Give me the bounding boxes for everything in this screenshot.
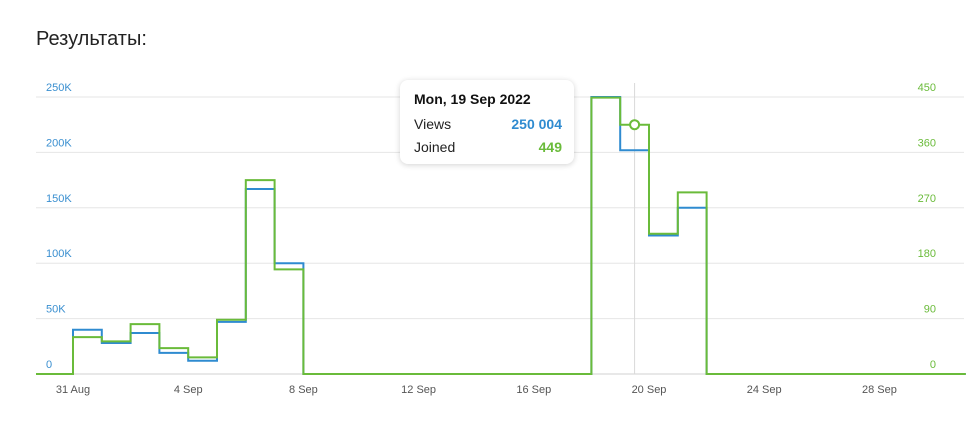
- y-left-tick-label: 200K: [46, 137, 72, 149]
- tooltip-views-label: Views: [414, 116, 452, 132]
- x-tick-label: 12 Sep: [401, 384, 436, 396]
- x-tick-label: 4 Sep: [174, 384, 203, 396]
- hover-point-joined: [629, 119, 641, 131]
- y-right-tick-label: 450: [918, 82, 936, 94]
- tooltip-row-joined: Joined 449: [414, 139, 562, 155]
- y-right-tick-label: 180: [918, 248, 936, 260]
- tooltip-date: Mon, 19 Sep 2022: [414, 91, 531, 107]
- x-tick-label: 31 Aug: [56, 384, 90, 396]
- left-axis-ticks: 0 50K 100K 150K 200K 250K: [46, 82, 72, 371]
- x-tick-label: 8 Sep: [289, 384, 318, 396]
- y-left-tick-label: 100K: [46, 248, 72, 260]
- right-axis-ticks: 0 90 180 270 360 450: [918, 82, 936, 371]
- tooltip-joined-label: Joined: [414, 139, 456, 155]
- joined-series-line: [36, 96, 966, 375]
- tooltip-views-value: 250 004: [511, 116, 562, 132]
- y-left-tick-label: 250K: [46, 82, 72, 94]
- tooltip-joined-value: 449: [538, 139, 562, 155]
- x-tick-label: 20 Sep: [632, 384, 667, 396]
- x-axis-ticks: 31 Aug 4 Sep 8 Sep 12 Sep 16 Sep 20 Sep 24 Sep…: [56, 384, 897, 396]
- tooltip-row-views: Views 250 004: [414, 116, 562, 132]
- chart-tooltip: Mon, 19 Sep 2022 Views 250 004 Joined 44…: [400, 80, 574, 164]
- y-left-tick-label: 0: [46, 359, 52, 371]
- x-tick-label: 16 Sep: [516, 384, 551, 396]
- page-title: Результаты:: [36, 28, 147, 50]
- y-right-tick-label: 0: [930, 359, 936, 371]
- y-left-tick-label: 50K: [46, 304, 66, 316]
- y-right-tick-label: 270: [918, 193, 936, 205]
- x-tick-label: 28 Sep: [862, 384, 897, 396]
- y-right-tick-label: 90: [924, 304, 936, 316]
- y-right-tick-label: 360: [918, 137, 936, 149]
- y-left-tick-label: 150K: [46, 193, 72, 205]
- x-tick-label: 24 Sep: [747, 384, 782, 396]
